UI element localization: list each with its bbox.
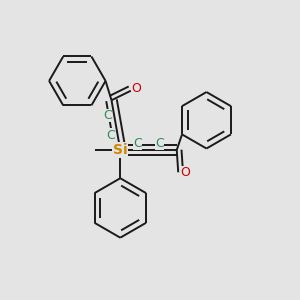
Text: C: C <box>155 137 164 150</box>
Text: O: O <box>131 82 141 95</box>
Text: C: C <box>103 109 112 122</box>
Text: C: C <box>133 137 142 150</box>
Text: C: C <box>106 129 115 142</box>
Text: O: O <box>180 166 190 179</box>
Text: Si: Si <box>113 143 127 157</box>
